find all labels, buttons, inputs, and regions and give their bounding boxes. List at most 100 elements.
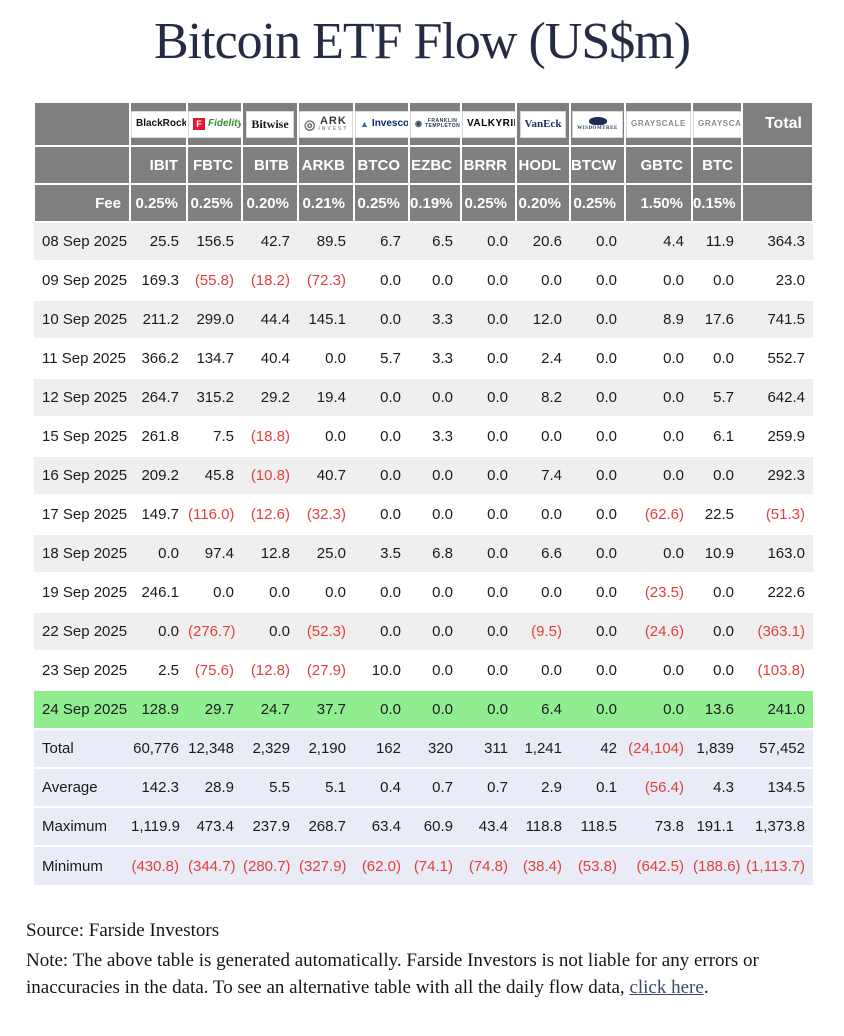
value-cell: 6.4: [516, 689, 570, 729]
fee-row: Fee 0.25% 0.25% 0.20% 0.21% 0.25% 0.19% 0.25% 0.…: [33, 183, 814, 223]
value-cell: 0.0: [570, 533, 625, 573]
value-cell: 0.0: [570, 689, 625, 729]
click-here-link[interactable]: click here: [629, 977, 704, 999]
value-cell: 0.0: [625, 338, 692, 378]
total-cell: 23.0: [742, 260, 813, 300]
franklin-templeton-seal-icon: ◉: [415, 119, 422, 128]
summary-value-cell: 60,776: [130, 728, 187, 768]
logo-cell: ▲ Invesco: [353, 101, 410, 147]
value-cell: 299.0: [187, 299, 242, 339]
value-cell: 366.2: [130, 338, 187, 378]
value-cell: 0.0: [461, 650, 516, 690]
date-cell: 10 Sep 2025: [34, 299, 130, 339]
summary-value-cell: 42: [570, 728, 625, 768]
invesco-logo: ▲ Invesco: [356, 110, 407, 138]
value-cell: 0.0: [409, 494, 461, 534]
value-cell: 0.0: [692, 338, 742, 378]
value-cell: 10.0: [354, 650, 409, 690]
value-cell: 0.0: [298, 416, 354, 456]
value-cell: 0.0: [461, 416, 516, 456]
vaneck-logo-text: VanEck: [524, 117, 562, 130]
summary-total-cell: (1,113.7): [742, 845, 813, 885]
total-cell: 259.9: [742, 416, 813, 456]
value-cell: 0.0: [187, 572, 242, 612]
table-row: 10 Sep 2025 211.2 299.0 44.4 145.1 0.0 3.3 0.0 1…: [34, 299, 813, 339]
summary-value-cell: (74.8): [461, 845, 516, 885]
fee-label: Fee: [33, 183, 131, 223]
value-cell: 149.7: [130, 494, 187, 534]
value-cell: 0.0: [570, 455, 625, 495]
grayscale-gbtc-logo-text: GRAYSCALE: [631, 119, 686, 128]
value-cell: 11.9: [692, 221, 742, 261]
value-cell: (9.5): [516, 611, 570, 651]
value-cell: 0.0: [409, 689, 461, 729]
summary-value-cell: 5.5: [242, 767, 298, 807]
summary-row: Average 142.3 28.9 5.5 5.1 0.4 0.7 0.7 2.9 0.1 (56…: [34, 767, 813, 807]
value-cell: 6.1: [692, 416, 742, 456]
date-cell: 12 Sep 2025: [34, 377, 130, 417]
logo-cell: F Fidelity: [186, 101, 243, 147]
value-cell: 0.0: [625, 650, 692, 690]
value-cell: 44.4: [242, 299, 298, 339]
summary-value-cell: (430.8): [130, 845, 187, 885]
fee-cell-brrr: 0.25%: [460, 183, 517, 223]
summary-value-cell: 142.3: [130, 767, 187, 807]
ticker-cell-bitb: BITB: [241, 145, 299, 185]
table-body: 08 Sep 2025 25.5 156.5 42.7 89.5 6.7 6.5 0.0 20.…: [34, 221, 813, 885]
total-cell: 642.4: [742, 377, 813, 417]
value-cell: 7.5: [187, 416, 242, 456]
value-cell: (18.8): [242, 416, 298, 456]
table-row: 23 Sep 2025 2.5 (75.6) (12.8) (27.9) 10.0 0.0 0…: [34, 650, 813, 690]
value-cell: 25.0: [298, 533, 354, 573]
value-cell: 0.0: [354, 260, 409, 300]
corner-cell: [33, 101, 131, 147]
summary-value-cell: 43.4: [461, 806, 516, 846]
value-cell: 7.4: [516, 455, 570, 495]
table-row: 17 Sep 2025 149.7 (116.0) (12.6) (32.3) 0.0 0.…: [34, 494, 813, 534]
logo-cell: WISDOMTREE: [569, 101, 626, 147]
logo-row: BlackRock F Fidelity Bitwise ◎ ARK INVEST ▲ Inve…: [33, 101, 814, 147]
ark-circle-icon: ◎: [304, 116, 316, 132]
value-cell: 0.0: [570, 377, 625, 417]
valkyrie-logo: VALKYRIE: [463, 110, 514, 138]
fee-cell-arkb: 0.21%: [297, 183, 355, 223]
total-column-header: Total: [741, 101, 814, 147]
value-cell: (62.6): [625, 494, 692, 534]
source-text: Source: Farside Investors: [26, 920, 220, 941]
wisdomtree-logo-text: WISDOMTREE: [577, 126, 618, 131]
summary-value-cell: 1,119.9: [130, 806, 187, 846]
value-cell: 0.0: [461, 338, 516, 378]
summary-value-cell: (344.7): [187, 845, 242, 885]
value-cell: 0.0: [461, 299, 516, 339]
wisdomtree-logo: WISDOMTREE: [572, 110, 623, 138]
logo-cell: ◎ ARK INVEST: [297, 101, 355, 147]
summary-value-cell: (62.0): [354, 845, 409, 885]
summary-value-cell: 311: [461, 728, 516, 768]
page-title: Bitcoin ETF Flow (US$m): [153, 13, 691, 70]
summary-label: Total: [34, 728, 130, 768]
value-cell: 0.0: [461, 611, 516, 651]
value-cell: 0.0: [354, 572, 409, 612]
date-cell: 08 Sep 2025: [34, 221, 130, 261]
value-cell: 211.2: [130, 299, 187, 339]
value-cell: 0.0: [461, 689, 516, 729]
ticker-cell-arkb: ARKB: [297, 145, 355, 185]
etf-table: BlackRock F Fidelity Bitwise ◎ ARK INVEST ▲ Inve…: [33, 101, 814, 885]
value-cell: (72.3): [298, 260, 354, 300]
value-cell: 42.7: [242, 221, 298, 261]
value-cell: 0.0: [461, 221, 516, 261]
date-cell: 18 Sep 2025: [34, 533, 130, 573]
summary-value-cell: 191.1: [692, 806, 742, 846]
value-cell: 0.0: [570, 650, 625, 690]
fee-cell-hodl: 0.20%: [515, 183, 571, 223]
value-cell: 0.0: [516, 650, 570, 690]
value-cell: 12.8: [242, 533, 298, 573]
table-row: 24 Sep 2025 128.9 29.7 24.7 37.7 0.0 0.0 0.0 6.4…: [34, 689, 813, 729]
ticker-cell-ibit: IBIT: [129, 145, 188, 185]
value-cell: 0.0: [354, 494, 409, 534]
summary-value-cell: 118.8: [516, 806, 570, 846]
value-cell: 0.0: [570, 260, 625, 300]
value-cell: 0.0: [130, 611, 187, 651]
fidelity-f-icon: F: [193, 118, 205, 130]
ark-invest-logo: ◎ ARK INVEST: [300, 110, 352, 138]
